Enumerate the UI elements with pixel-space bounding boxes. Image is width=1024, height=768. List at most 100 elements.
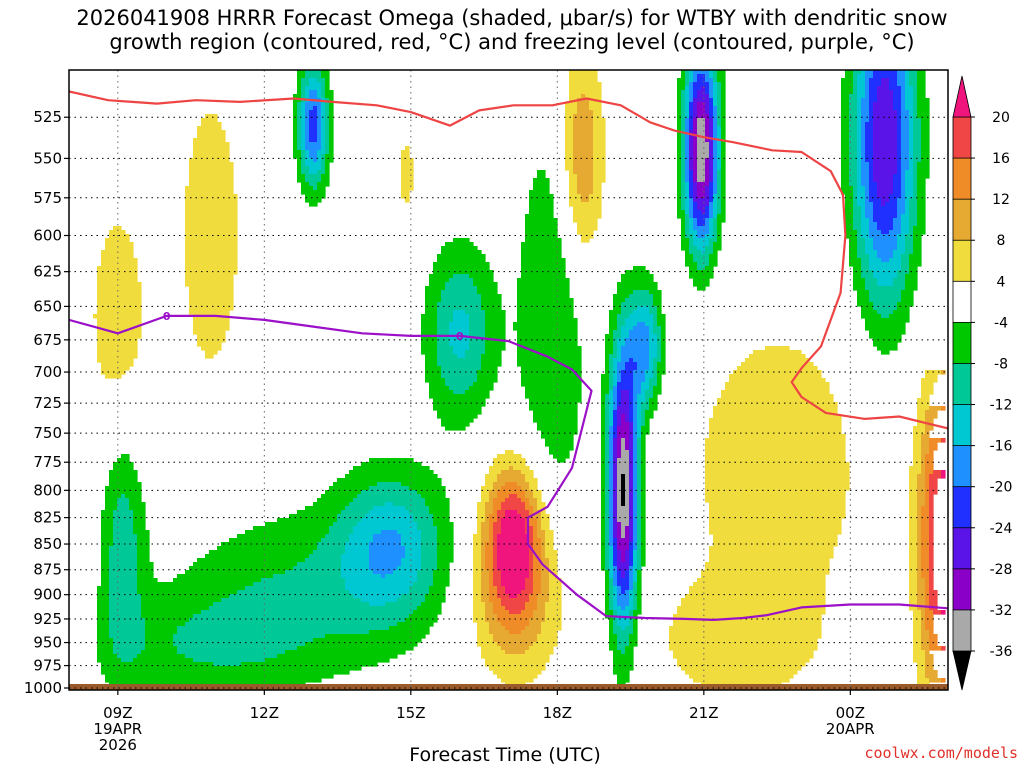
omega-cell [689, 206, 694, 211]
omega-cell [849, 98, 858, 103]
omega-cell [525, 230, 558, 235]
omega-cell [485, 658, 550, 663]
omega-cell [301, 182, 310, 187]
omega-cell [541, 570, 550, 575]
omega-cell [709, 174, 714, 179]
omega-cell [925, 674, 938, 679]
omega-cell [609, 326, 618, 331]
omega-cell [629, 478, 634, 483]
omega-cell [853, 218, 862, 223]
omega-cell [873, 130, 898, 135]
omega-cell [601, 526, 606, 531]
omega-cell [617, 678, 630, 683]
omega-cell [705, 474, 850, 479]
omega-cell [657, 354, 662, 359]
omega-cell [721, 198, 726, 203]
omega-cell [141, 606, 210, 611]
omega-cell [485, 550, 494, 555]
omega-cell [909, 542, 918, 547]
omega-cell [405, 618, 438, 623]
omega-cell [465, 354, 482, 359]
omega-cell [601, 506, 606, 511]
omega-cell [473, 614, 486, 619]
omega-cell [517, 350, 582, 355]
colorbar-bottom-arrow [952, 650, 972, 691]
omega-cell [473, 550, 482, 555]
omega-cell [901, 190, 906, 195]
omega-cell [633, 410, 638, 415]
omega-cell [493, 670, 542, 675]
omega-cell [905, 282, 918, 287]
omega-cell [917, 202, 926, 207]
omega-cell [713, 190, 718, 195]
omega-cell [297, 78, 302, 83]
omega-cell [565, 134, 574, 139]
omega-cell [517, 318, 578, 323]
omega-cell [317, 134, 322, 139]
omega-cell [869, 166, 874, 171]
omega-cell [625, 606, 634, 611]
omega-cell [441, 366, 482, 371]
colorbar-label: -28 [990, 562, 1013, 578]
omega-cell [609, 526, 614, 531]
omega-cell [453, 238, 470, 243]
omega-cell [601, 474, 606, 479]
omega-cell [865, 210, 874, 215]
omega-cell [689, 146, 694, 151]
x-tick-label: 18Z [543, 704, 572, 722]
omega-cell [533, 514, 542, 519]
omega-cell [533, 182, 550, 187]
omega-cell [489, 570, 494, 575]
omega-cell [909, 114, 914, 119]
omega-cell [633, 510, 638, 515]
omega-cell [477, 290, 498, 295]
omega-cell [845, 214, 854, 219]
omega-cell [637, 398, 646, 403]
omega-cell [433, 402, 486, 407]
omega-cell [389, 626, 430, 631]
omega-cell [113, 522, 134, 527]
omega-cell [621, 570, 626, 575]
omega-cell [857, 234, 862, 239]
omega-cell [489, 534, 494, 539]
omega-cell [617, 454, 622, 459]
omega-cell [285, 650, 406, 655]
omega-cell [917, 106, 930, 111]
omega-cell [697, 114, 710, 119]
omega-cell [853, 226, 862, 231]
omega-cell [685, 210, 690, 215]
omega-cell [441, 290, 478, 295]
omega-cell [301, 170, 310, 175]
omega-cell [481, 650, 506, 655]
colorbar-label: -20 [990, 480, 1013, 496]
omega-cell [865, 238, 874, 243]
omega-cell [905, 90, 914, 95]
omega-cell [925, 410, 938, 415]
omega-cell [661, 330, 666, 335]
omega-cell [613, 530, 618, 535]
omega-cell [921, 382, 934, 387]
omega-cell [297, 170, 302, 175]
omega-cell [705, 78, 714, 83]
omega-cell [845, 74, 854, 79]
omega-cell [529, 518, 538, 523]
omega-cell [609, 426, 614, 431]
omega-cell [677, 138, 682, 143]
omega-cell [205, 354, 214, 359]
omega-cell [901, 170, 906, 175]
omega-cell [685, 194, 690, 199]
omega-cell [633, 566, 638, 571]
omega-cell [449, 386, 470, 391]
omega-cell [537, 498, 542, 503]
omega-cell [325, 138, 330, 143]
omega-cell [685, 98, 690, 103]
omega-cell [293, 98, 302, 103]
omega-cell [633, 450, 638, 455]
omega-cell [185, 278, 234, 283]
omega-cell [605, 534, 610, 539]
omega-cell [625, 270, 650, 275]
omega-cell [685, 134, 690, 139]
omega-cell [897, 122, 902, 127]
omega-cell [689, 102, 694, 107]
omega-cell [137, 586, 246, 591]
